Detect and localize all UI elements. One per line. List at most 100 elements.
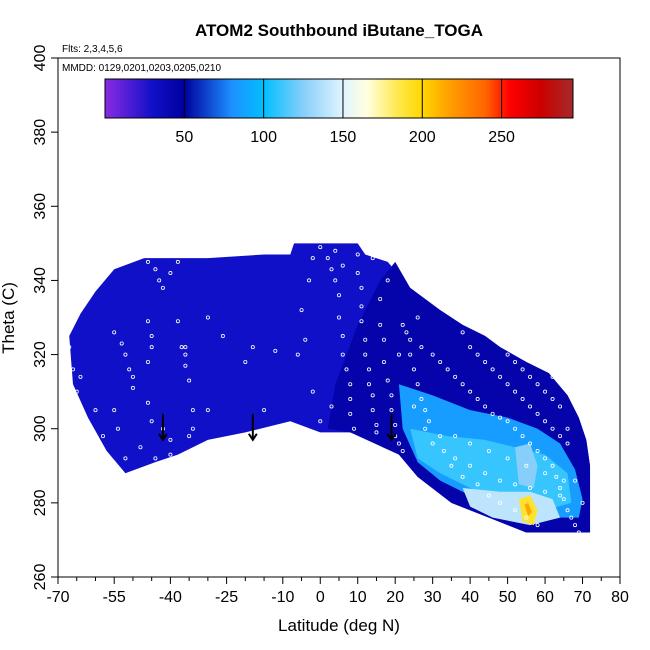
sample-point xyxy=(149,419,154,424)
x-tick-label: -55 xyxy=(103,589,126,606)
sample-point xyxy=(363,352,368,357)
tropopause-arrow xyxy=(386,413,397,442)
sample-point xyxy=(419,397,424,402)
sample-point xyxy=(558,434,563,439)
sample-point xyxy=(243,359,248,364)
sample-point xyxy=(543,456,548,461)
flights-label: Flts: 2,3,4,5,6 xyxy=(62,44,123,55)
sample-point xyxy=(486,448,491,453)
sample-point xyxy=(513,389,518,394)
sample-point xyxy=(528,441,533,446)
x-tick-label: -40 xyxy=(159,589,182,606)
field-value-region xyxy=(410,428,572,511)
sample-point xyxy=(130,374,135,379)
sample-point xyxy=(468,441,473,446)
sample-point xyxy=(393,423,398,428)
sample-point xyxy=(78,374,83,379)
colorbar-ticks: 50 100 150 200 250 xyxy=(175,79,515,146)
sample-point xyxy=(112,330,117,335)
colorbar-tick-label: 150 xyxy=(330,129,357,146)
sample-point xyxy=(340,352,345,357)
sample-point xyxy=(288,423,293,428)
sample-point xyxy=(348,382,353,387)
sample-point xyxy=(561,478,566,483)
sample-point xyxy=(550,463,555,468)
tropopause-arrows xyxy=(158,413,397,442)
sample-point xyxy=(250,345,255,350)
sample-point xyxy=(310,389,315,394)
colorbar-tick-label: 100 xyxy=(250,129,277,146)
y-tick-label: 260 xyxy=(32,564,49,591)
sample-point xyxy=(419,345,424,350)
sample-point xyxy=(374,430,379,435)
x-tick-label: 40 xyxy=(461,589,479,606)
sample-point xyxy=(528,404,533,409)
sample-point xyxy=(363,337,368,342)
colorbar-tick-label: 200 xyxy=(409,129,436,146)
sample-point xyxy=(505,382,510,387)
sample-point xyxy=(183,352,188,357)
sample-point xyxy=(543,419,548,424)
sample-point xyxy=(513,359,518,364)
y-tick-label: 280 xyxy=(32,489,49,516)
sample-point xyxy=(157,278,162,283)
sample-point xyxy=(190,426,195,431)
sample-point xyxy=(411,404,416,409)
sample-point xyxy=(430,352,435,357)
sample-point xyxy=(468,463,473,468)
sample-point xyxy=(573,523,578,528)
sample-point xyxy=(415,315,420,320)
sample-point xyxy=(145,359,150,364)
sample-point xyxy=(333,248,338,253)
sample-point xyxy=(475,482,480,487)
sample-point xyxy=(187,434,192,439)
sample-point xyxy=(138,445,143,450)
sample-point xyxy=(370,256,375,261)
sample-point xyxy=(381,337,386,342)
sample-point xyxy=(381,359,386,364)
sample-point xyxy=(520,397,525,402)
sample-point xyxy=(340,334,345,339)
tropopause-arrow xyxy=(247,413,258,442)
sample-point xyxy=(550,397,555,402)
y-tick-label: 360 xyxy=(32,193,49,220)
sample-point xyxy=(374,423,379,428)
sample-point xyxy=(318,419,323,424)
sample-point xyxy=(528,486,533,491)
sample-point xyxy=(351,426,356,431)
sample-point xyxy=(415,382,420,387)
x-tick-label: 70 xyxy=(574,589,592,606)
x-axis: -70 -55 -40 -25 -10 0 10 20 30 40 50 60 70 80 xyxy=(46,576,629,606)
sample-point xyxy=(505,419,510,424)
sample-point xyxy=(310,256,315,261)
sample-point xyxy=(460,330,465,335)
sample-point xyxy=(505,352,510,357)
sample-point xyxy=(273,348,278,353)
sample-point xyxy=(524,463,529,468)
sample-point xyxy=(123,352,128,357)
sample-point xyxy=(67,345,72,350)
sample-point xyxy=(130,385,135,390)
sample-point xyxy=(153,267,158,272)
sample-point xyxy=(348,397,353,402)
sample-point xyxy=(220,334,225,339)
sample-point xyxy=(576,530,581,535)
sample-point xyxy=(453,456,458,461)
sample-point xyxy=(370,393,375,398)
sample-point xyxy=(524,515,529,520)
sample-point xyxy=(426,419,431,424)
sample-point xyxy=(430,441,435,446)
x-tick-label: 30 xyxy=(424,589,442,606)
sample-point xyxy=(490,411,495,416)
dates-label: MMDD: 0129,0201,0203,0205,0210 xyxy=(62,63,221,74)
sample-point xyxy=(366,382,371,387)
sample-point xyxy=(460,382,465,387)
sample-point xyxy=(205,315,210,320)
sample-point xyxy=(468,345,473,350)
sample-point xyxy=(359,285,364,290)
sample-point xyxy=(183,363,188,368)
heatmap-field xyxy=(69,243,591,533)
sample-point xyxy=(498,500,503,505)
sample-point xyxy=(333,278,338,283)
sample-point xyxy=(295,352,300,357)
